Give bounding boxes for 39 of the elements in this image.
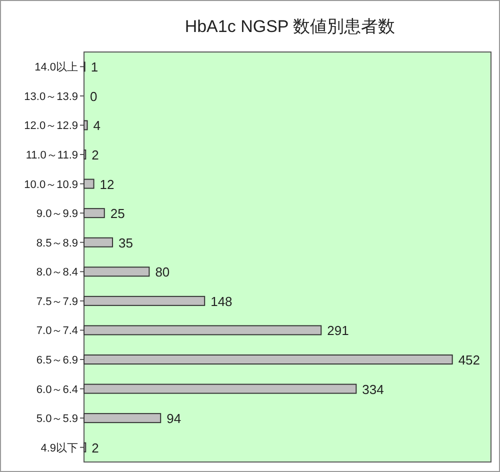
data-label: 35: [118, 235, 133, 250]
data-label: 94: [166, 411, 182, 426]
y-tick-label: 8.0～8.4: [36, 266, 78, 279]
data-label: 452: [458, 352, 480, 368]
y-tick-label: 11.0～11.9: [26, 150, 78, 162]
bar: [84, 354, 453, 364]
y-tick-label: 6.5～6.9: [36, 354, 78, 366]
bar: [84, 413, 162, 424]
y-tick-label: 5.0～5.9: [36, 413, 78, 426]
data-label: 2: [92, 440, 99, 456]
bar: [84, 178, 94, 189]
y-tick-label: 12.0～12.9: [24, 120, 78, 132]
y-tick-label: 6.0～6.4: [36, 384, 78, 396]
y-tick-label: 7.5～7.9: [36, 296, 78, 308]
bar: [84, 208, 105, 218]
y-tick-label: 7.0～7.4: [36, 325, 78, 338]
bar: [84, 120, 88, 130]
y-tick-label: 13.0～13.9: [24, 90, 78, 103]
bar: [84, 237, 114, 248]
bar: [84, 384, 357, 394]
bar: [84, 325, 322, 336]
data-label: 80: [155, 264, 170, 280]
data-label: 148: [210, 294, 232, 309]
y-tick-label: 4.9以下: [40, 441, 78, 454]
bar: [84, 266, 150, 277]
data-label: 12: [100, 176, 114, 192]
bar: [84, 296, 206, 306]
data-label: 291: [327, 323, 349, 338]
y-tick-label: 9.0～9.9: [36, 208, 78, 220]
data-label: 4: [93, 118, 100, 134]
chart-title: HbA1c NGSP 数値別患者数: [184, 17, 396, 36]
data-label: 0: [90, 88, 98, 104]
data-label: 2: [92, 148, 99, 162]
y-tick-label: 8.5～8.9: [36, 237, 78, 250]
y-tick-label: 10.0～10.9: [24, 178, 78, 191]
data-label: 1: [90, 60, 98, 75]
data-label: 25: [110, 206, 125, 222]
data-label: 334: [362, 382, 384, 397]
y-tick-label: 14.0以上: [34, 60, 78, 74]
